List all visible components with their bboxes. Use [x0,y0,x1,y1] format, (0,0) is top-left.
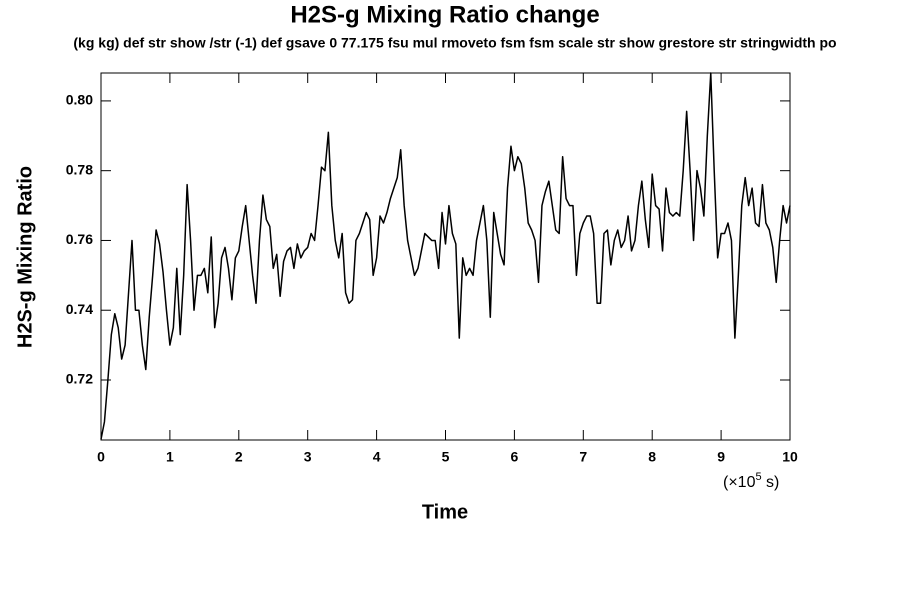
x-tick-label: 2 [235,449,243,465]
x-tick-label: 7 [579,449,587,465]
x-tick-label: 9 [717,449,725,465]
plot-frame [100,72,791,441]
x-axis-label: Time [422,501,468,523]
y-tick-label: 0.74 [66,301,93,317]
x-axis-unit: (×105 s) [723,471,779,491]
chart-title: H2S-g Mixing Ratio change [290,1,599,28]
x-unit-exponent: 5 [755,471,761,483]
x-tick-label: 4 [373,449,381,465]
x-tick-label: 8 [648,449,656,465]
x-tick-label: 1 [166,449,174,465]
x-unit-prefix: (×10 [723,474,756,491]
x-unit-suffix: s) [762,474,780,491]
x-tick-label: 5 [442,449,450,465]
chart-subtitle: (kg kg) def str show /str (-1) def gsave… [73,35,836,51]
y-tick-label: 0.78 [66,161,93,177]
y-axis-label: H2S-g Mixing Ratio [14,166,36,348]
x-tick-label: 0 [97,449,105,465]
x-tick-label: 10 [782,449,798,465]
y-tick-label: 0.76 [66,231,93,247]
x-tick-label: 3 [304,449,312,465]
x-tick-label: 6 [511,449,519,465]
data-line [100,72,791,440]
y-tick-label: 0.80 [66,92,93,108]
y-tick-label: 0.72 [66,371,93,387]
